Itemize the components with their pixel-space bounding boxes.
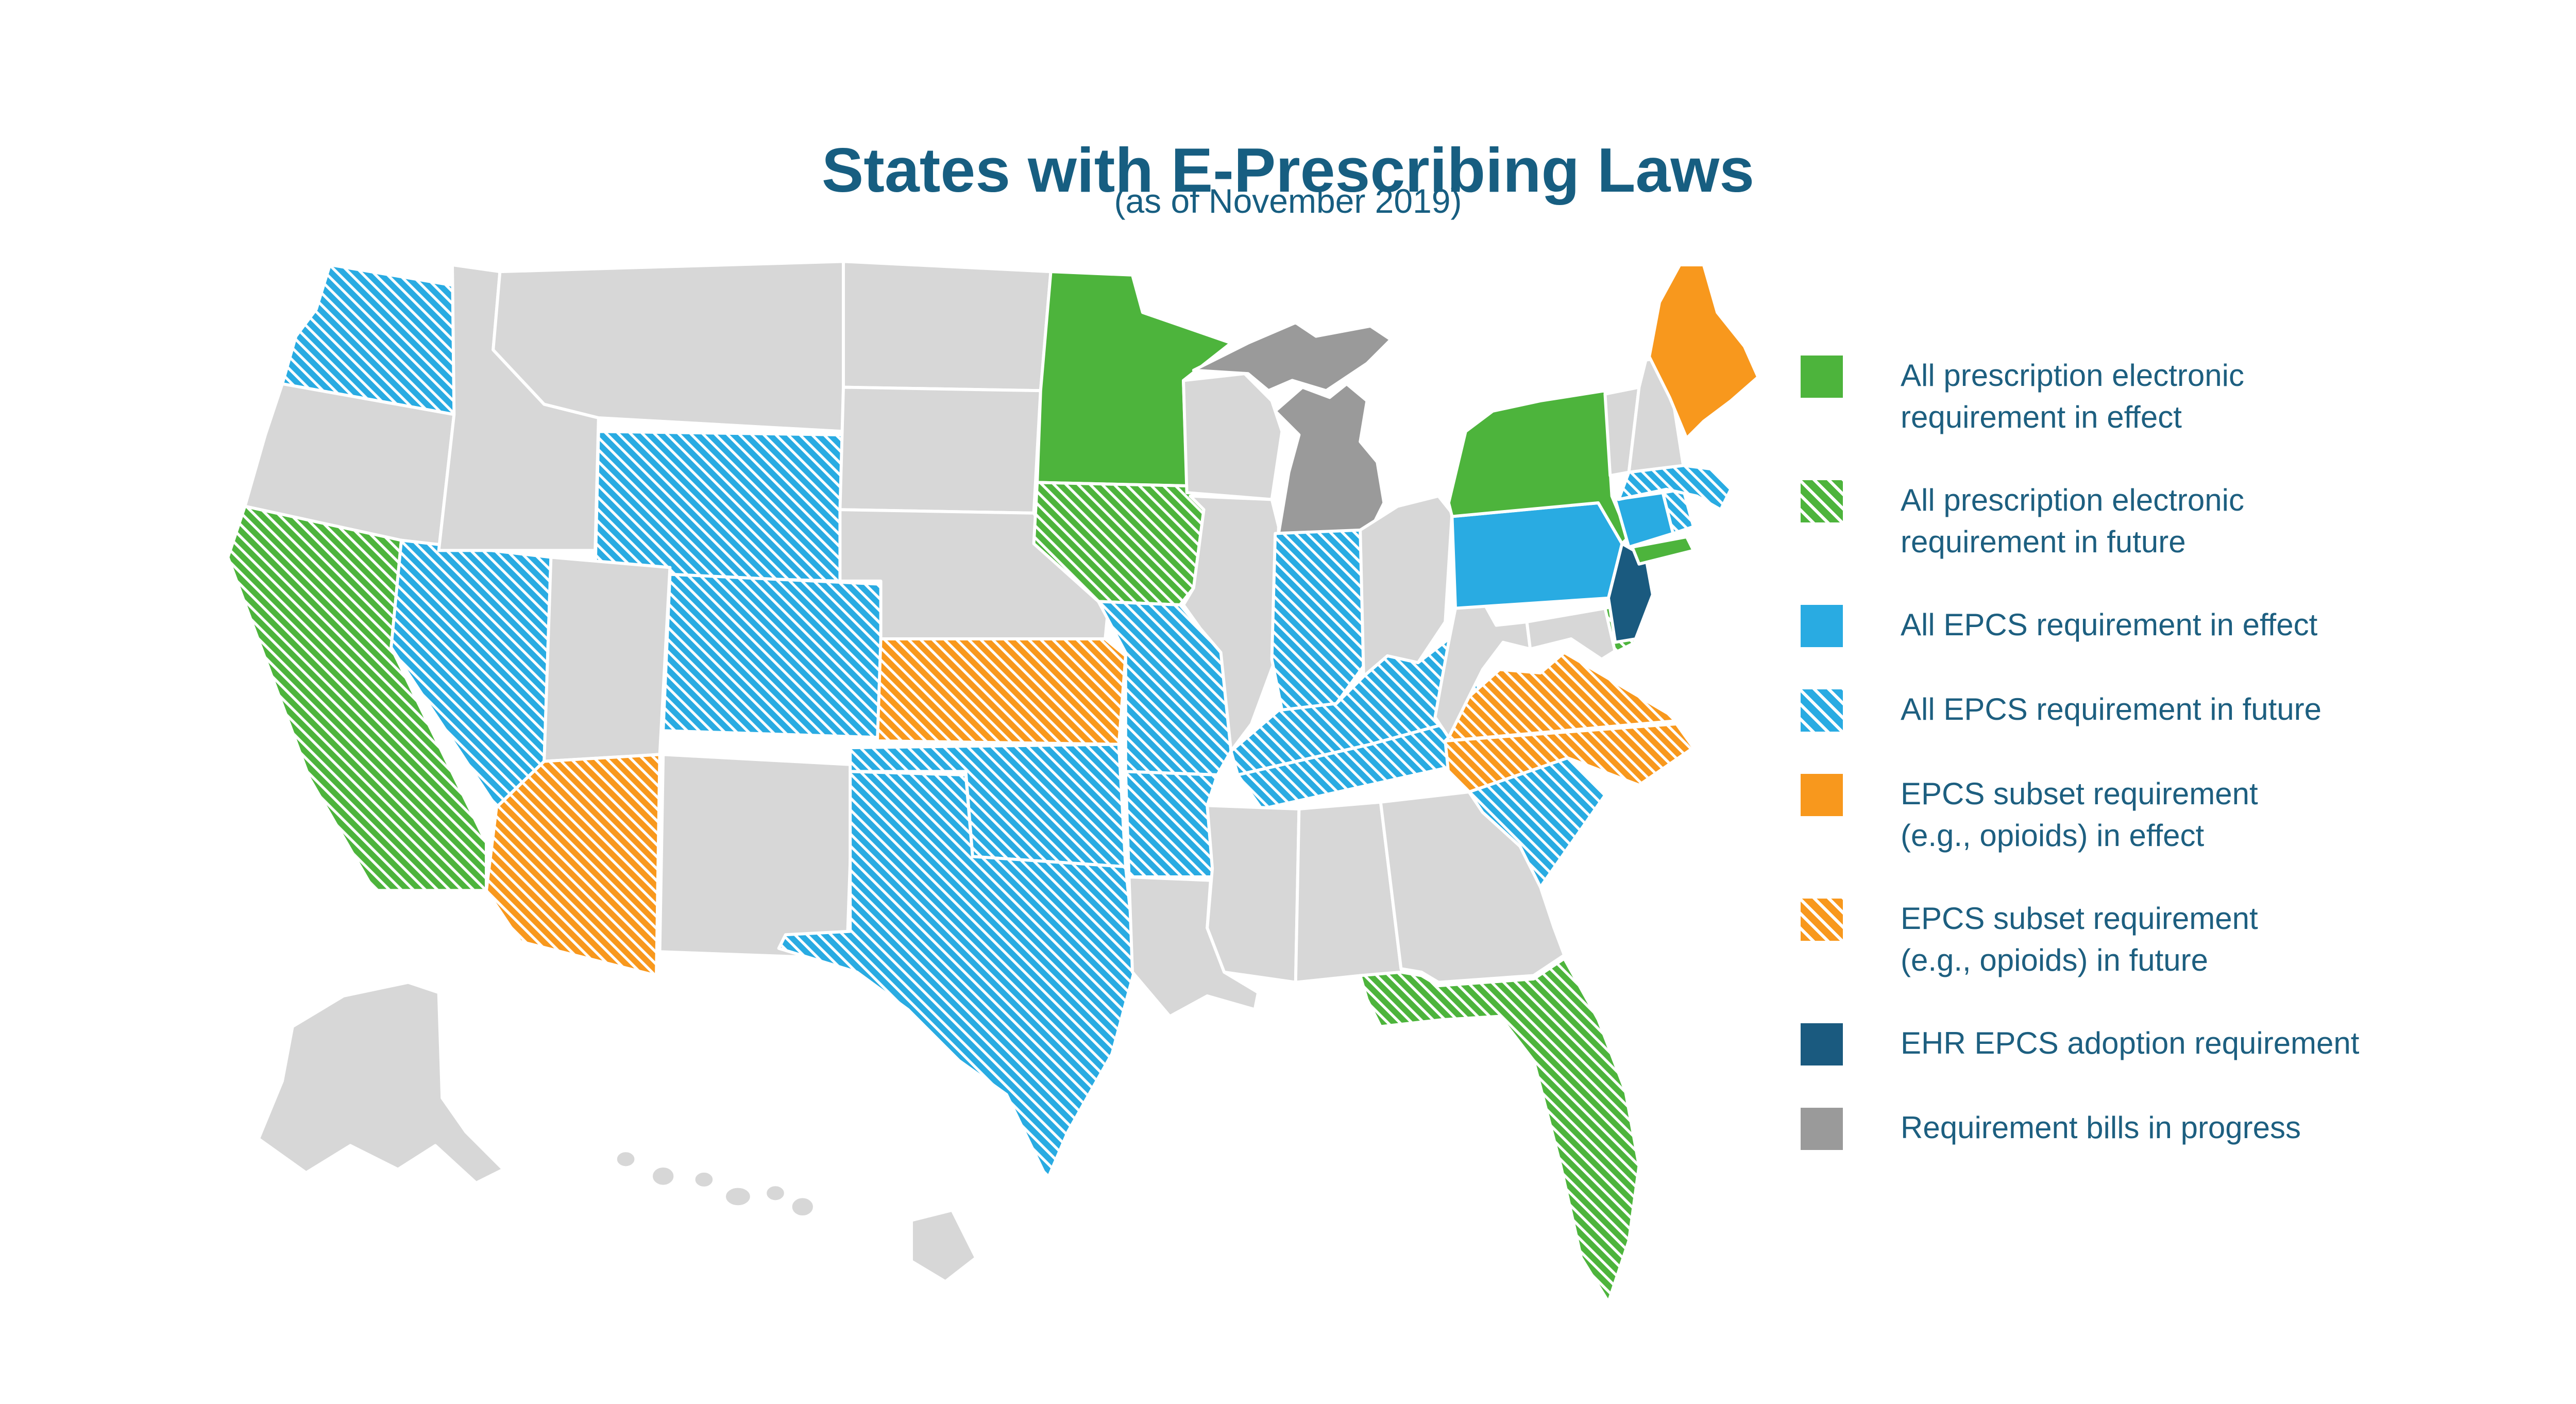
state-wi bbox=[1182, 372, 1284, 501]
state-me bbox=[1648, 263, 1760, 440]
legend-label: EPCS subset requirement (e.g., opioids) … bbox=[1901, 901, 2258, 977]
state-fl bbox=[1359, 957, 1641, 1304]
legend-label: EHR EPCS adoption requirement bbox=[1901, 1026, 2360, 1060]
legend-item-all_rx_effect: All prescription electronic requirement … bbox=[1801, 354, 2553, 438]
legend-label: All EPCS requirement in future bbox=[1901, 692, 2322, 726]
state-mi-lower bbox=[1274, 382, 1386, 535]
state-pa bbox=[1450, 501, 1624, 610]
legend-item-all_rx_future: All prescription electronic requirement … bbox=[1801, 479, 2553, 563]
legend-swatch-blue-hatch bbox=[1801, 689, 1843, 732]
legend-label: All prescription electronic requirement … bbox=[1901, 483, 2244, 559]
state-co bbox=[662, 572, 889, 739]
legend-swatch-navy-solid bbox=[1801, 1023, 1843, 1065]
legend-label: All EPCS requirement in effect bbox=[1901, 607, 2318, 642]
legend-item-epcs_effect: All EPCS requirement in effect bbox=[1801, 604, 2553, 647]
legend-swatch-green-hatch bbox=[1801, 480, 1843, 522]
legend-item-subset_effect: EPCS subset requirement (e.g., opioids) … bbox=[1801, 773, 2553, 856]
state-ny-long-island bbox=[1631, 535, 1695, 566]
legend-swatch-orange-hatch bbox=[1801, 899, 1843, 941]
legend-item-bills: Requirement bills in progress bbox=[1801, 1107, 2553, 1150]
legend-swatch-gray-solid bbox=[1801, 1108, 1843, 1150]
legend: All prescription electronic requirement … bbox=[1801, 354, 2553, 1150]
state-ak bbox=[257, 980, 505, 1185]
legend-swatch-blue-solid bbox=[1801, 605, 1843, 647]
state-hi bbox=[614, 1149, 978, 1283]
state-ms bbox=[1206, 804, 1301, 984]
page-title: States with E-Prescribing Laws bbox=[821, 134, 1755, 205]
state-ny bbox=[1447, 389, 1631, 546]
legend-label: All prescription electronic requirement … bbox=[1901, 358, 2244, 434]
legend-item-ehr: EHR EPCS adoption requirement bbox=[1801, 1022, 2553, 1065]
legend-label: Requirement bills in progress bbox=[1901, 1110, 2301, 1145]
us-map bbox=[226, 260, 1760, 1304]
state-mt bbox=[492, 260, 845, 433]
state-ut bbox=[543, 555, 672, 763]
state-az bbox=[485, 753, 662, 977]
state-wy bbox=[594, 430, 845, 583]
state-ar bbox=[1124, 770, 1219, 878]
state-nc bbox=[1444, 722, 1695, 793]
state-ks bbox=[876, 637, 1127, 746]
us-map-region bbox=[180, 214, 1880, 1404]
state-tx bbox=[777, 770, 1138, 1181]
state-nd bbox=[842, 260, 1053, 393]
state-sd bbox=[838, 385, 1042, 515]
state-nm bbox=[658, 753, 855, 960]
legend-swatch-orange-solid bbox=[1801, 774, 1843, 816]
page-subtitle: (as of November 2019) bbox=[1114, 182, 1462, 220]
legend-swatch-green-solid bbox=[1801, 356, 1843, 398]
state-ma bbox=[1617, 464, 1733, 512]
state-mi-upper bbox=[1192, 321, 1393, 393]
legend-item-subset_future: EPCS subset requirement (e.g., opioids) … bbox=[1801, 898, 2553, 981]
state-va bbox=[1444, 651, 1682, 742]
state-il bbox=[1182, 494, 1280, 753]
legend-item-epcs_future: All EPCS requirement in future bbox=[1801, 688, 2553, 732]
legend-label: EPCS subset requirement (e.g., opioids) … bbox=[1901, 776, 2258, 853]
